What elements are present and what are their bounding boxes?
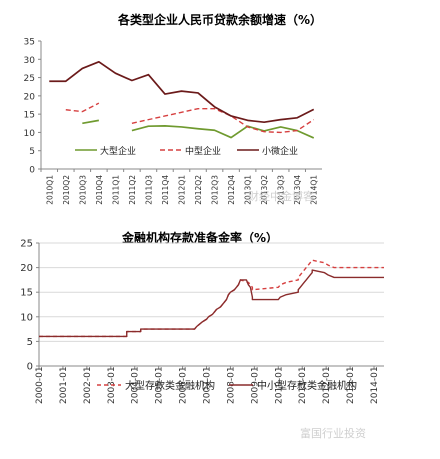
- chart1-x-tick-label: 2012Q2: [194, 175, 203, 205]
- chart2-y-tick-label: 25: [20, 239, 33, 250]
- chart2-x-tick-label: 2010-01: [274, 366, 284, 404]
- chart2-y-tick-label: 5: [27, 337, 33, 348]
- chart1-x-tick-label: 2011Q3: [144, 175, 153, 205]
- chart2-y-tick-label: 15: [20, 288, 33, 299]
- chart2-x-tick-label: 2000-01: [35, 366, 45, 404]
- chart1-legend-label-0: 大型企业: [100, 145, 136, 157]
- chart2-y-tick-label: 0: [27, 362, 33, 373]
- chart1-x-tick-label: 2013Q2: [260, 175, 269, 205]
- chart1-x-tick-label: 2011Q2: [128, 175, 137, 205]
- chart2-x-tick-label: 2013-01: [346, 366, 356, 404]
- chart1-x-tick-label: 2011Q1: [111, 175, 120, 205]
- chart2-x-tick-label: 2014-01: [370, 366, 380, 404]
- chart1-x-tick-label: 2012Q4: [227, 175, 236, 205]
- chart1-x-tick-label: 2012Q3: [211, 175, 220, 205]
- chart2-x-tick-label: 2004-01: [131, 366, 141, 404]
- chart1-y-tick-label: 0: [29, 166, 35, 176]
- chart2-x-tick-label: 2007-01: [203, 366, 213, 404]
- chart1-series-line-1: [65, 102, 100, 113]
- chart2-x-tick-label: 2011-01: [298, 366, 308, 404]
- chart2-x-tick-label: 2001-01: [59, 366, 69, 404]
- chart2-title: 金融机构存款准备金率（%）: [121, 230, 278, 245]
- chart2-y-tick-label: 20: [20, 263, 33, 274]
- chart1-title: 各类型企业人民币贷款余额增速（%）: [117, 12, 322, 27]
- chart1-series-line-0: [131, 124, 315, 139]
- chart2-legend-label-0: 大型存款类金融机构: [125, 379, 215, 392]
- chart2-y-tick-label: 10: [20, 312, 33, 323]
- chart1-x-tick-label: 2012Q1: [178, 175, 187, 205]
- chart1-series: [49, 60, 315, 139]
- chart2-series: [39, 259, 384, 338]
- chart1-y-tick-label: 15: [24, 111, 35, 121]
- chart1-x-tick-label: 2010Q2: [62, 175, 71, 205]
- chart1-y-tick-label: 20: [24, 92, 36, 102]
- chart2-x-tick-label: 2005-01: [155, 366, 165, 404]
- chart1-series-line-0: [82, 119, 100, 125]
- chart1-x-tick-label: 2013Q3: [277, 175, 286, 205]
- loan-growth-chart: 各类型企业人民币贷款余额增速（%） 0 5 10 15 20 25 30 35 2010Q1 20…: [24, 12, 322, 205]
- chart2-x-tick-label: 2006-01: [179, 366, 189, 404]
- chart1-x-tick-label: 2013Q1: [244, 175, 253, 205]
- chart1-y-tick-label: 25: [24, 74, 35, 84]
- chart1-y-tick-label: 10: [24, 129, 36, 139]
- chart1-legend-label-1: 中型企业: [185, 145, 221, 157]
- watermark-2: 富国行业投资: [300, 426, 366, 440]
- chart1-y-tick-label: 5: [29, 147, 35, 157]
- chart2-legend: 大型存款类金融机构 中小型存款类金融机构: [97, 379, 357, 392]
- chart2-x-tick-label: 2012-01: [322, 366, 332, 404]
- chart1-legend: 大型企业 中型企业 小微企业: [75, 145, 298, 157]
- chart1-y-tick-label: 35: [24, 38, 35, 48]
- reserve-ratio-chart: 金融机构存款准备金率（%） 0 5 10 15 20 25 2000-01 2001-01 20…: [20, 230, 384, 404]
- chart1-axes: 0 5 10 15 20 25 30 35 2010Q1 2010Q2 2010Q3 2010Q4 20…: [24, 38, 322, 205]
- chart1-x-tick-label: 2011Q4: [161, 175, 170, 205]
- chart2-x-tick-label: 2002-01: [83, 366, 93, 404]
- watermark-1: 财经中金博客: [248, 189, 314, 203]
- chart1-series-line-2: [49, 60, 315, 124]
- chart1-x-tick-label: 2013Q4: [293, 175, 302, 205]
- chart2-legend-label-1: 中小型存款类金融机构: [257, 379, 357, 392]
- chart2-series-line-1: [39, 269, 384, 338]
- chart1-x-tick-label: 2010Q1: [45, 175, 54, 205]
- chart1-legend-label-2: 小微企业: [262, 145, 298, 157]
- chart2-grid: [39, 242, 384, 342]
- chart2-x-tick-label: 2009-01: [250, 366, 260, 404]
- chart1-x-tick-label: 2010Q4: [95, 175, 104, 205]
- chart1-x-tick-label: 2014Q1: [310, 175, 319, 205]
- chart1-y-tick-label: 30: [24, 56, 36, 66]
- chart1-x-tick-label: 2010Q3: [78, 175, 87, 205]
- chart2-series-line-0: [39, 259, 384, 338]
